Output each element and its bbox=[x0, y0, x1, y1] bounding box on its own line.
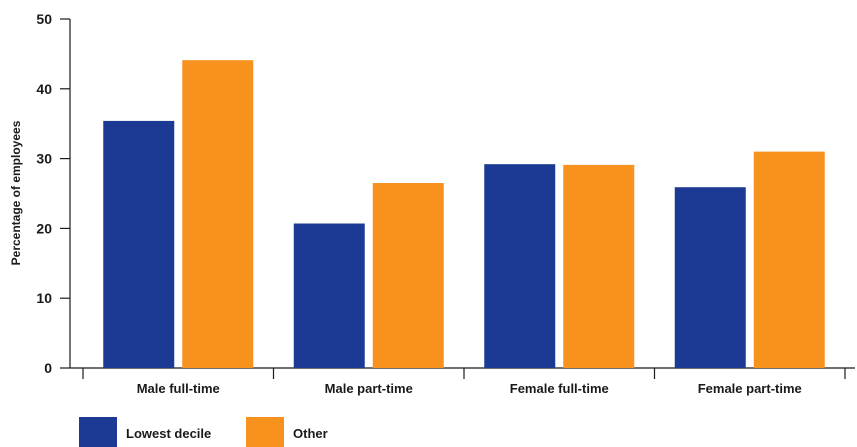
bar-other bbox=[182, 60, 254, 368]
category-labels: Male full-time Male part-time Female full-… bbox=[137, 381, 802, 396]
y-axis: 0 10 20 30 40 50 bbox=[36, 11, 71, 376]
bar-other bbox=[372, 183, 444, 368]
x-category-label: Male part-time bbox=[325, 381, 413, 396]
x-axis bbox=[70, 367, 855, 379]
legend: Lowest decile Other bbox=[79, 417, 328, 447]
bars bbox=[103, 60, 825, 369]
bar-lowest-decile bbox=[484, 164, 556, 368]
y-tick-label: 40 bbox=[36, 81, 52, 97]
bar-other bbox=[563, 164, 635, 368]
x-category-label: Male full-time bbox=[137, 381, 220, 396]
legend-label: Lowest decile bbox=[126, 426, 211, 441]
bar-other bbox=[753, 151, 825, 368]
y-axis-title: Percentage of employees bbox=[9, 120, 23, 265]
y-tick-label: 20 bbox=[36, 220, 52, 236]
x-category-label: Female full-time bbox=[510, 381, 609, 396]
bar-lowest-decile bbox=[293, 223, 365, 368]
y-tick-label: 10 bbox=[36, 290, 52, 306]
legend-swatch bbox=[79, 417, 117, 447]
y-tick-label: 0 bbox=[44, 360, 52, 376]
bar-lowest-decile bbox=[103, 120, 175, 369]
x-category-label: Female part-time bbox=[698, 381, 802, 396]
legend-swatch bbox=[246, 417, 284, 447]
y-tick-label: 30 bbox=[36, 151, 52, 167]
legend-label: Other bbox=[293, 426, 328, 441]
bar-lowest-decile bbox=[674, 187, 746, 368]
y-tick-label: 50 bbox=[36, 11, 52, 27]
